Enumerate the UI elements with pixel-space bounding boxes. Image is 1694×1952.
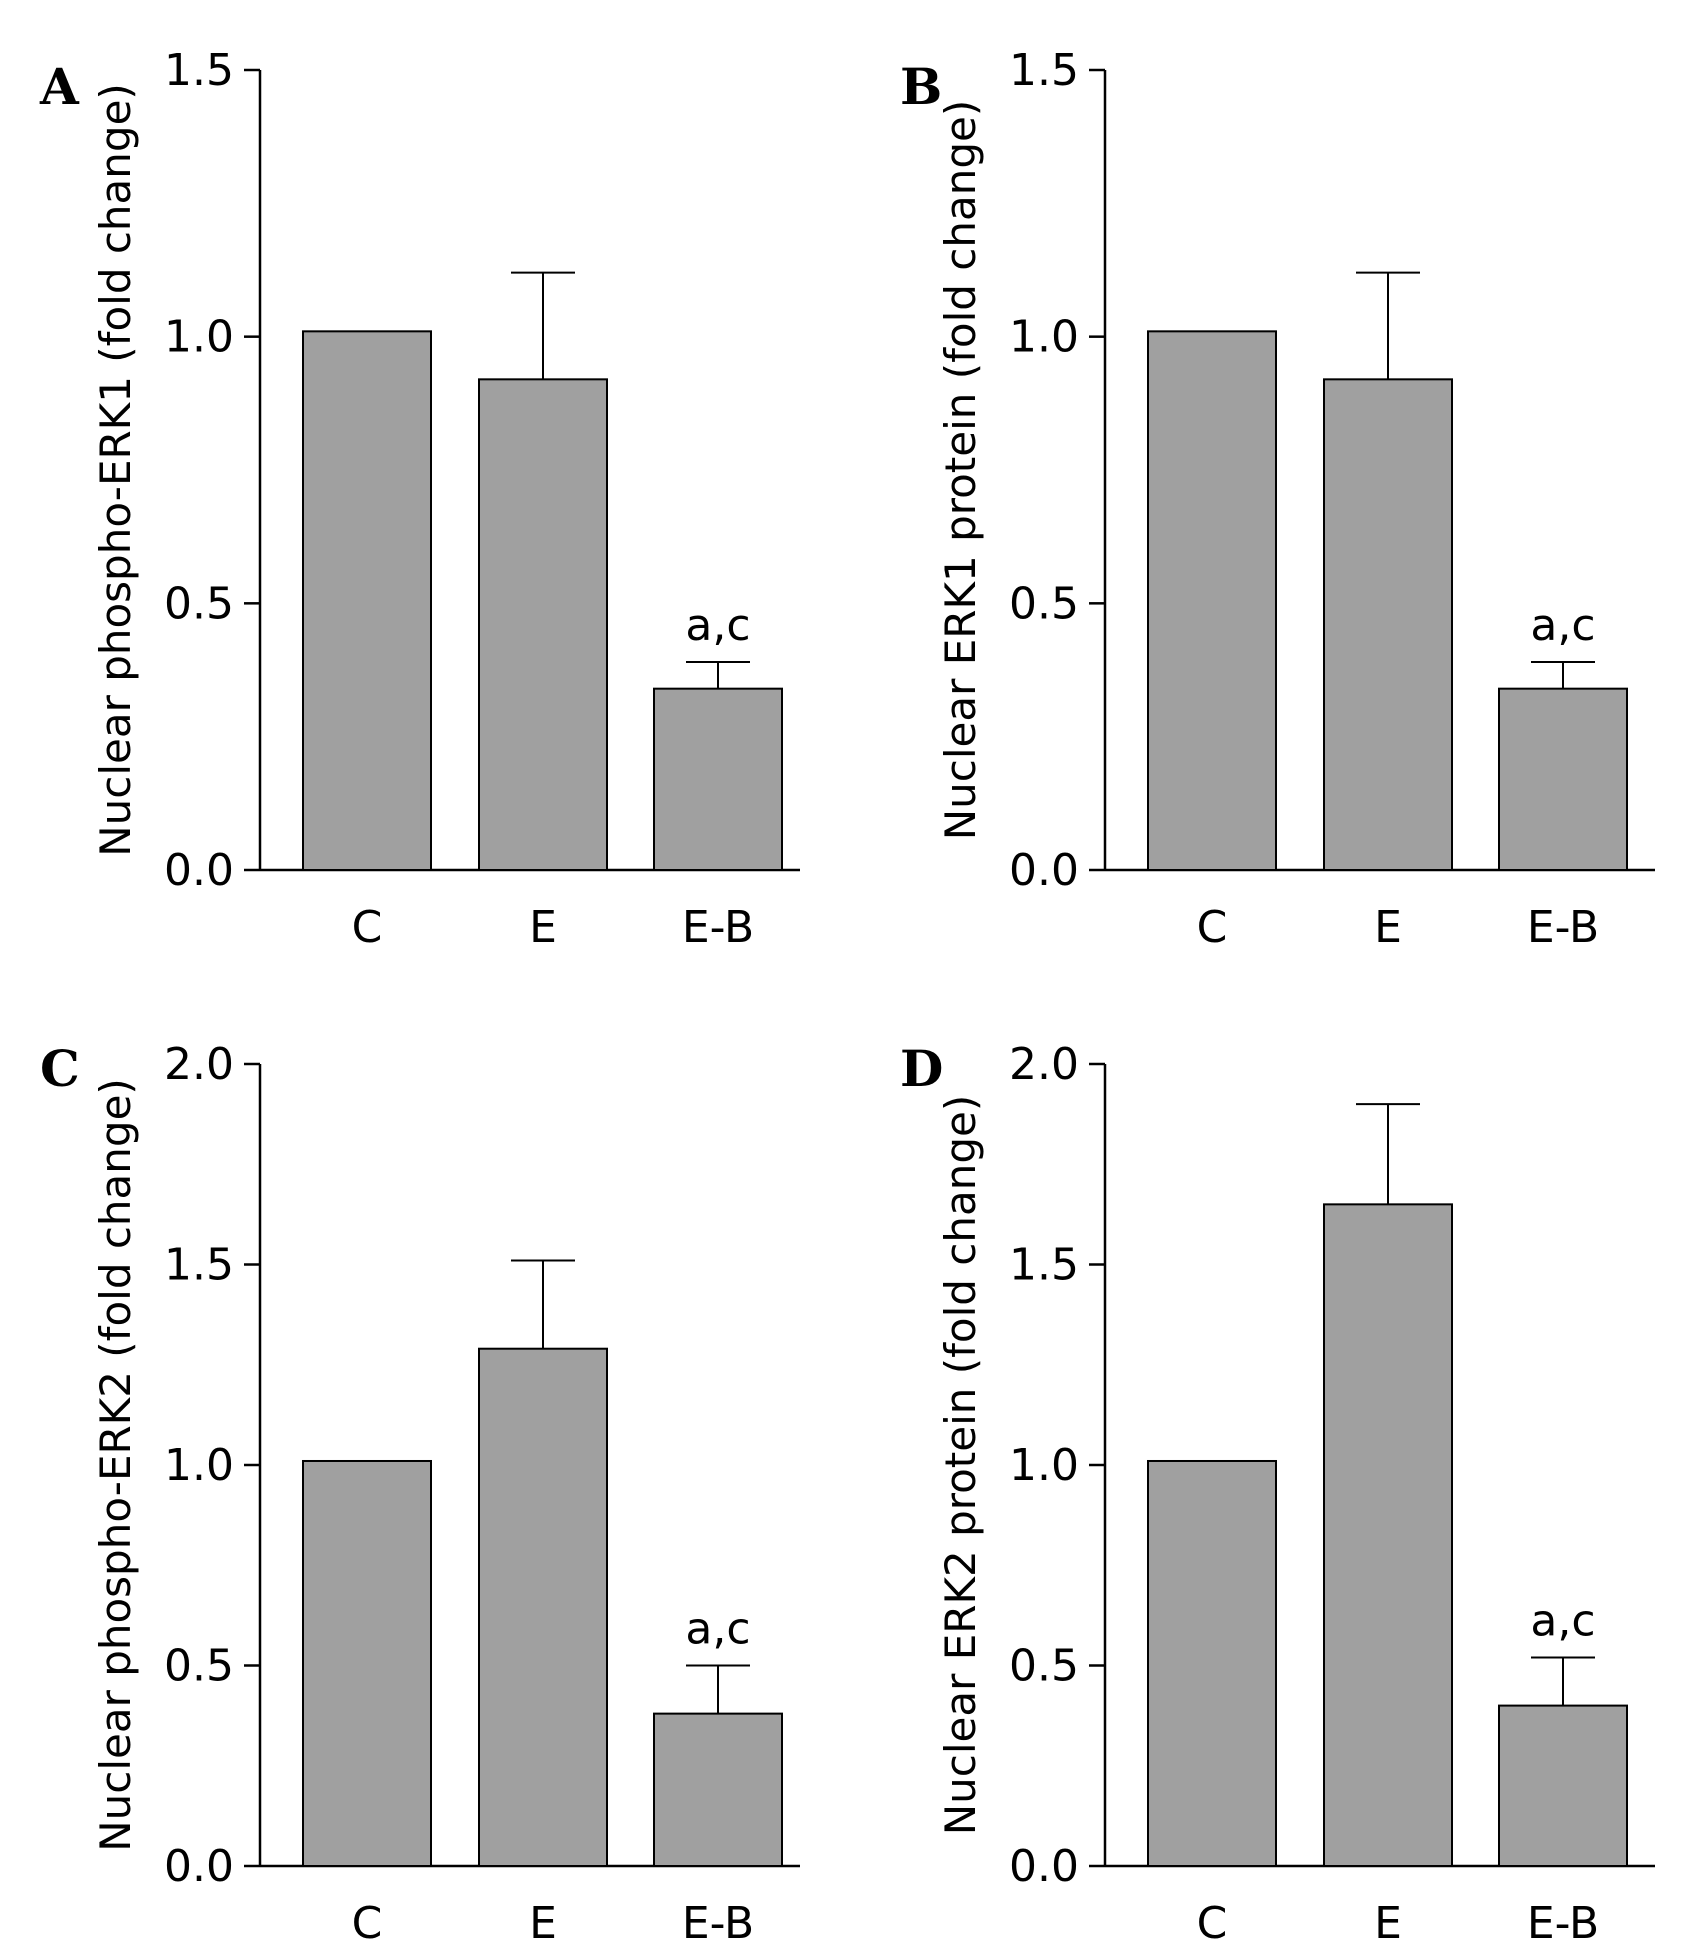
x-tick-label: E bbox=[1374, 1898, 1402, 1949]
y-tick-label: 1.0 bbox=[164, 1440, 234, 1491]
bar-e bbox=[478, 378, 608, 871]
y-tick-label: 0.0 bbox=[164, 1841, 234, 1892]
y-tick-label: 0.5 bbox=[164, 1641, 234, 1692]
y-tick-label: 1.0 bbox=[1009, 312, 1079, 363]
significance-label: a,c bbox=[1530, 600, 1595, 651]
bar-e-b bbox=[1498, 1704, 1628, 1867]
chart-panel-d: 0.0 0.5 1.0 1.5 2.0 Nuclear ERK2 protein (fol… bbox=[900, 1039, 1655, 1949]
y-tick-label: 0.5 bbox=[1009, 578, 1079, 629]
y-tick-label: 0.0 bbox=[1009, 845, 1079, 896]
significance-label: a,c bbox=[1530, 1595, 1595, 1646]
bar-c bbox=[1147, 330, 1277, 872]
significance-label: a,c bbox=[685, 1604, 750, 1655]
panel-letter: B bbox=[900, 57, 942, 116]
bar-e-b bbox=[653, 1712, 783, 1867]
x-tick-label: C bbox=[1197, 902, 1228, 953]
x-tick-label: C bbox=[1197, 1898, 1228, 1949]
bar-c bbox=[1147, 1459, 1277, 1867]
y-tick-label: 1.5 bbox=[1009, 1240, 1079, 1291]
x-tick-label: E-B bbox=[1527, 902, 1599, 953]
y-tick-label: 2.0 bbox=[1009, 1039, 1079, 1090]
chart-panel-a: 0.0 0.5 1.0 1.5 Nuclear phospho-ERK1 (fold c… bbox=[39, 45, 800, 953]
y-tick-label: 0.5 bbox=[1009, 1641, 1079, 1692]
bar-c bbox=[302, 1459, 432, 1867]
y-tick-label: 1.0 bbox=[164, 312, 234, 363]
significance-label: a,c bbox=[685, 600, 750, 651]
y-tick-label: 1.0 bbox=[1009, 1440, 1079, 1491]
x-tick-label: E-B bbox=[682, 1898, 754, 1949]
chart-panel-c: 0.0 0.5 1.0 1.5 2.0 Nuclear phospho-ERK2 (fol… bbox=[40, 1039, 800, 1949]
x-tick-label: E-B bbox=[682, 902, 754, 953]
x-tick-label: E bbox=[1374, 902, 1402, 953]
chart-panel-b: 0.0 0.5 1.0 1.5 Nuclear ERK1 protein (fold c… bbox=[900, 45, 1655, 953]
bar-e bbox=[478, 1347, 608, 1867]
y-axis-label: Nuclear ERK2 protein (fold change) bbox=[936, 1095, 985, 1835]
x-tick-label: E bbox=[529, 1898, 557, 1949]
y-tick-label: 1.5 bbox=[164, 1240, 234, 1291]
y-tick-label: 2.0 bbox=[164, 1039, 234, 1090]
bar-e bbox=[1323, 1203, 1453, 1867]
bar-e bbox=[1323, 378, 1453, 871]
y-tick-label: 0.5 bbox=[164, 578, 234, 629]
panel-letter: A bbox=[39, 57, 80, 116]
panel-letter: D bbox=[900, 1039, 943, 1098]
y-tick-label: 0.0 bbox=[164, 845, 234, 896]
bar-c bbox=[302, 330, 432, 872]
bar-e-b bbox=[653, 687, 783, 872]
x-tick-label: E-B bbox=[1527, 1898, 1599, 1949]
x-tick-label: C bbox=[352, 1898, 383, 1949]
x-tick-label: C bbox=[352, 902, 383, 953]
y-axis-label: Nuclear ERK1 protein (fold change) bbox=[936, 100, 985, 840]
x-tick-label: E bbox=[529, 902, 557, 953]
y-tick-label: 1.5 bbox=[164, 45, 234, 96]
y-axis-label: Nuclear phospho-ERK1 (fold change) bbox=[91, 83, 140, 857]
panel-letter: C bbox=[40, 1039, 80, 1098]
y-axis-label: Nuclear phospho-ERK2 (fold change) bbox=[91, 1078, 140, 1852]
bar-e-b bbox=[1498, 687, 1628, 872]
y-tick-label: 0.0 bbox=[1009, 1841, 1079, 1892]
y-tick-label: 1.5 bbox=[1009, 45, 1079, 96]
